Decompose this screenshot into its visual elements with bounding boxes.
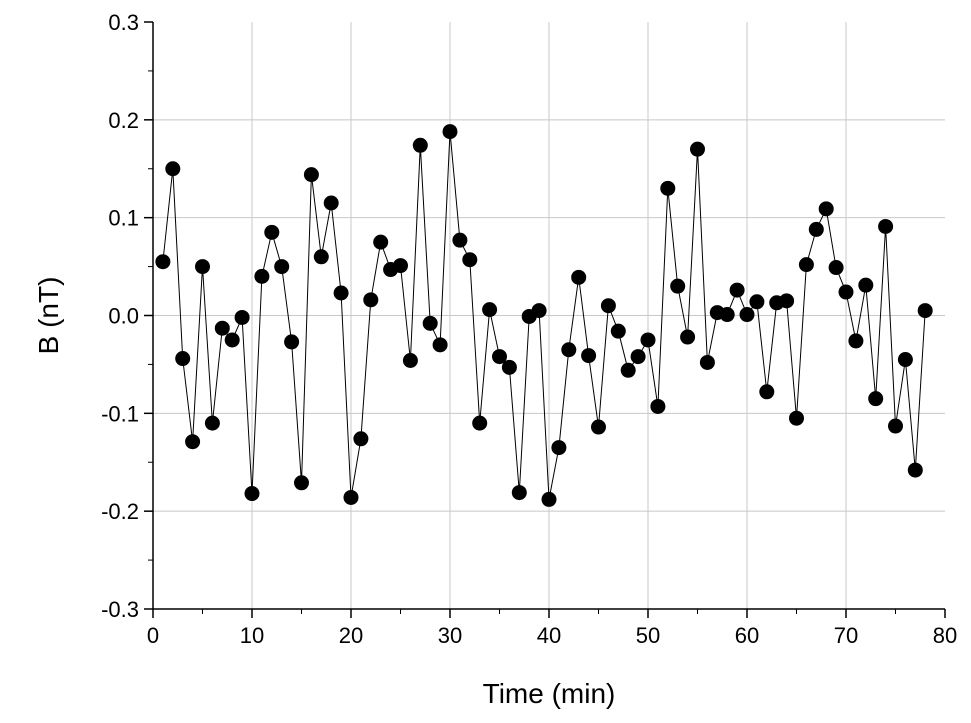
data-point [452, 232, 468, 248]
x-tick-label: 80 [933, 623, 957, 648]
series [155, 124, 933, 507]
data-point [254, 268, 270, 284]
data-point [719, 307, 735, 323]
data-point [175, 351, 191, 367]
data-point [432, 337, 448, 353]
data-point [462, 252, 478, 268]
data-point [274, 259, 290, 275]
x-tick-label: 0 [147, 623, 159, 648]
y-tick-label: -0.3 [101, 597, 139, 622]
data-point [501, 359, 517, 375]
data-point [165, 161, 181, 177]
data-point [264, 224, 280, 240]
data-point [185, 434, 201, 450]
data-point [848, 333, 864, 349]
data-point [363, 292, 379, 308]
data-point [541, 491, 557, 507]
data-point [551, 440, 567, 456]
data-point [897, 352, 913, 368]
data-point [571, 269, 587, 285]
data-point [422, 315, 438, 331]
data-point [353, 431, 369, 447]
x-tick-label: 20 [339, 623, 363, 648]
data-point [482, 302, 498, 318]
data-point [888, 418, 903, 434]
data-point [610, 323, 626, 339]
y-tick-label: 0.2 [108, 108, 139, 133]
data-point [660, 180, 676, 196]
data-point [204, 415, 220, 431]
data-point [600, 298, 616, 314]
data-point [798, 257, 814, 273]
data-point [690, 141, 705, 157]
data-point [917, 303, 933, 319]
data-point [868, 391, 884, 407]
data-point [224, 332, 240, 348]
data-point [234, 309, 250, 325]
data-point [303, 167, 319, 183]
data-point [323, 195, 339, 211]
data-point [472, 415, 488, 431]
series-line [162, 131, 926, 500]
data-point [214, 320, 230, 336]
y-tick-label: 0.1 [108, 206, 139, 231]
x-tick-label: 40 [537, 623, 561, 648]
x-tick-label: 60 [735, 623, 759, 648]
y-tick-label: -0.1 [101, 401, 139, 426]
data-point [630, 349, 646, 365]
data-point [789, 410, 804, 426]
data-point [531, 303, 547, 319]
data-point [670, 278, 686, 294]
data-point [749, 294, 765, 310]
y-axis-title: B (nT) [33, 277, 64, 355]
data-point [818, 201, 834, 217]
data-point [373, 234, 389, 250]
data-point [284, 334, 300, 350]
x-axis-title: Time (min) [483, 678, 616, 709]
data-point [294, 475, 309, 491]
data-point [313, 249, 329, 265]
data-point [759, 384, 775, 400]
data-point [858, 277, 874, 293]
data-point [442, 124, 458, 140]
x-tick-label: 10 [240, 623, 264, 648]
y-tick-label: 0.3 [108, 10, 139, 35]
data-point [492, 349, 507, 365]
data-point [779, 293, 795, 309]
data-point [561, 342, 577, 358]
data-point [244, 486, 260, 502]
data-point [412, 137, 428, 153]
data-point [511, 485, 527, 501]
data-point [155, 254, 171, 270]
grid [153, 22, 945, 609]
data-point [878, 218, 894, 234]
data-point [195, 259, 210, 275]
data-point [680, 329, 696, 345]
x-tick-label: 30 [438, 623, 462, 648]
tick-labels: 0 10 20 30 40 50 60 70 80 -0.3 -0.2 -0.1 0.0 0.1 0.2 0.… [101, 10, 957, 648]
y-tick-label: -0.2 [101, 499, 139, 524]
data-point [581, 348, 597, 364]
data-point [838, 284, 854, 300]
x-tick-label: 50 [636, 623, 660, 648]
x-tick-label: 70 [834, 623, 858, 648]
data-point [808, 221, 824, 237]
data-point [650, 398, 666, 414]
data-point [907, 462, 923, 478]
data-point [729, 282, 745, 298]
data-point [393, 258, 408, 274]
data-point [402, 353, 418, 369]
data-point [739, 307, 755, 323]
data-point [591, 419, 606, 435]
data-point [343, 489, 359, 505]
y-tick-label: 0.0 [108, 304, 139, 329]
data-point [640, 332, 656, 348]
data-point [620, 362, 636, 378]
data-point [699, 354, 715, 370]
data-point [828, 260, 844, 276]
ticks [144, 21, 946, 618]
data-point [333, 285, 349, 301]
